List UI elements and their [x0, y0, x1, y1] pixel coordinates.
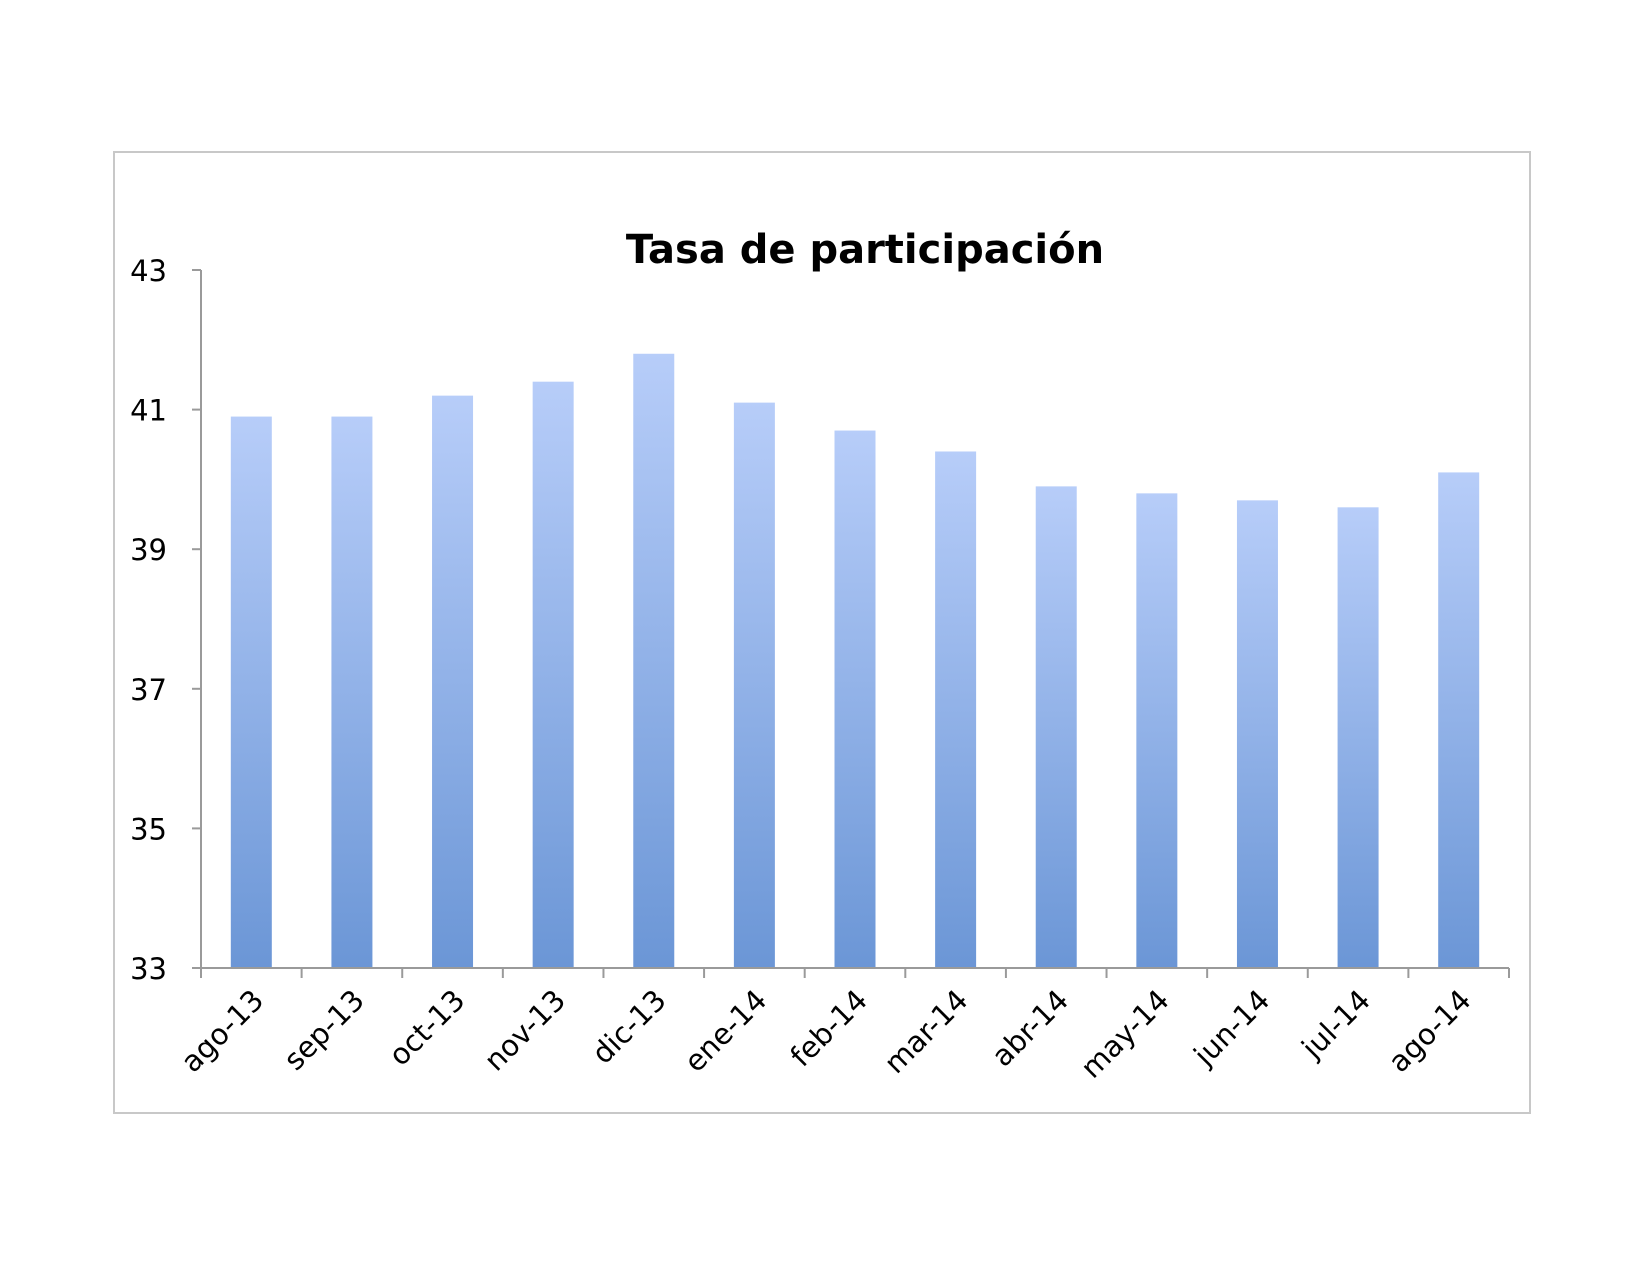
x-tick-label: feb-14 [784, 983, 874, 1073]
y-tick-label: 35 [130, 812, 167, 846]
bar-may-14 [1136, 493, 1178, 968]
x-tick-label: jul-14 [1294, 983, 1377, 1066]
bar-abr-14 [1035, 486, 1077, 968]
bar-oct-13 [432, 395, 474, 968]
x-tick-label: ago-14 [1382, 983, 1478, 1079]
bar-nov-13 [532, 381, 574, 968]
x-tick-label: ago-13 [174, 983, 270, 1079]
x-tick-label: abr-14 [985, 983, 1075, 1073]
y-tick-label: 39 [130, 533, 167, 567]
x-tick-label: ene-14 [678, 983, 774, 1079]
bars [230, 353, 1480, 969]
bar-ene-14 [733, 402, 775, 968]
y-tick-label: 33 [130, 952, 167, 986]
y-tick-label: 43 [130, 254, 167, 288]
y-axis: 33 35 37 39 41 43 [130, 254, 202, 986]
x-tick-label: oct-13 [382, 983, 471, 1072]
x-tick-label: may-14 [1074, 983, 1176, 1085]
x-tick-label: dic-13 [585, 983, 673, 1071]
bar-jun-14 [1236, 500, 1278, 968]
x-tick-label: mar-14 [877, 983, 974, 1080]
bar-dic-13 [633, 353, 675, 968]
y-tick-label: 41 [130, 394, 167, 428]
bar-mar-14 [935, 451, 977, 969]
bar-feb-14 [834, 430, 876, 968]
bar-ago-14 [1438, 472, 1480, 968]
bar-jul-14 [1337, 507, 1379, 968]
chart-title: Tasa de participación [626, 227, 1104, 273]
bar-ago-13 [230, 416, 272, 969]
x-tick-label: nov-13 [477, 983, 572, 1078]
x-tick-label: sep-13 [277, 983, 371, 1077]
x-tick-label: jun-14 [1186, 983, 1276, 1073]
bar-sep-13 [331, 416, 373, 969]
x-axis: ago-13 sep-13 oct-13 nov-13 dic-13 ene-14 feb-… [174, 967, 1510, 1085]
y-tick-label: 37 [130, 673, 167, 707]
